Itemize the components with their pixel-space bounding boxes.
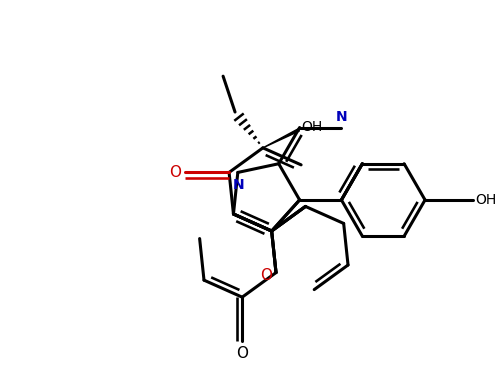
Text: O: O [170, 165, 181, 180]
Text: OH: OH [475, 193, 496, 207]
Text: N: N [336, 110, 347, 123]
Polygon shape [263, 129, 300, 148]
Text: O: O [236, 346, 248, 361]
Text: N: N [233, 178, 244, 192]
Text: O: O [260, 268, 272, 283]
Text: OH: OH [302, 120, 323, 134]
